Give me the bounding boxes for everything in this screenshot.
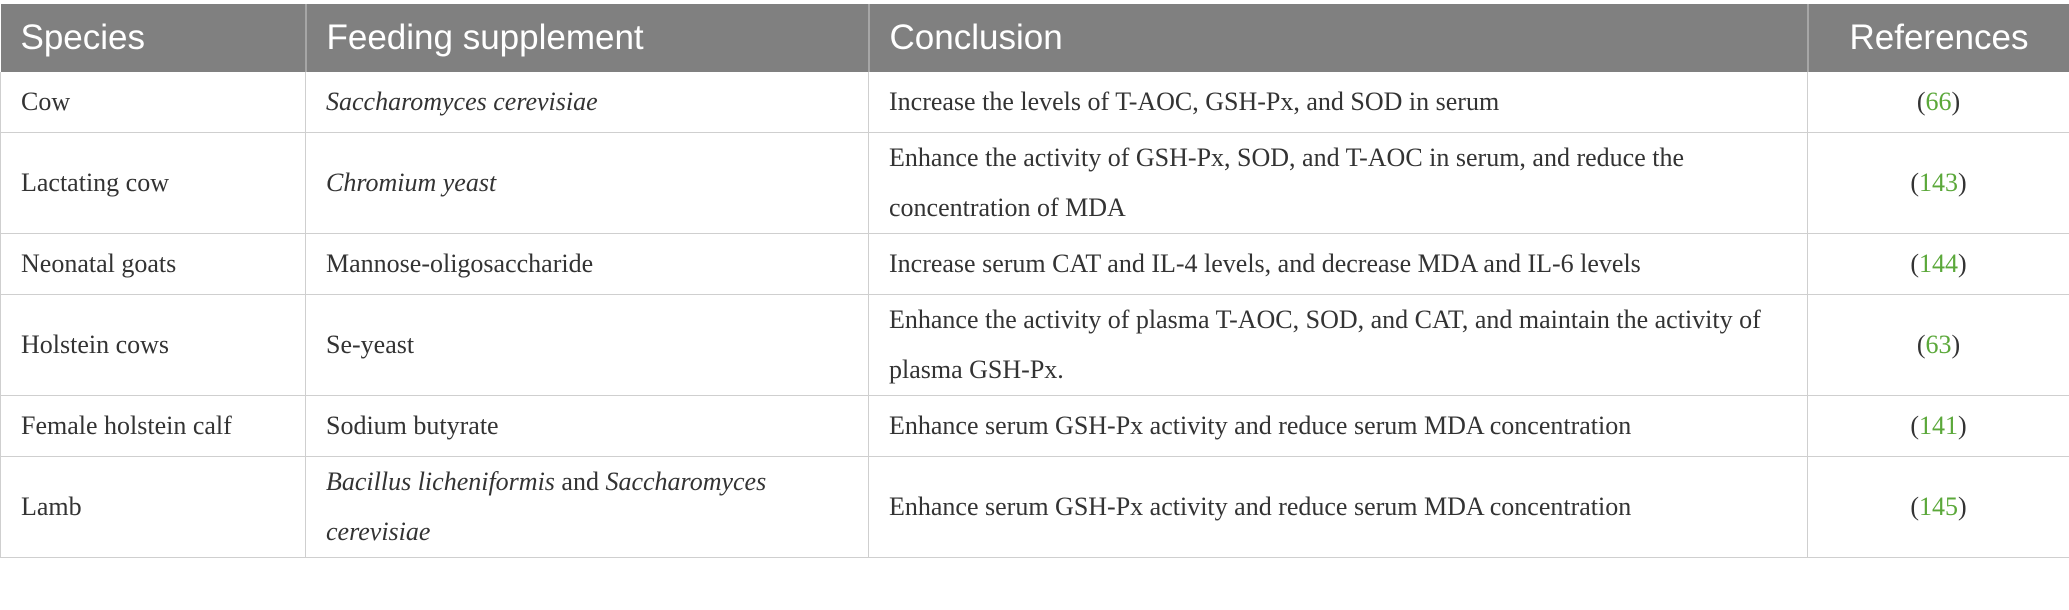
cell-supplement: Sodium butyrate (305, 395, 869, 457)
supplement-text: Mannose-oligosaccharide (326, 249, 594, 278)
supplement-italic-text: Chromium yeast (326, 168, 497, 197)
supplement-connector-text: and (554, 467, 606, 496)
cell-conclusion: Enhance the activity of plasma T-AOC, SO… (868, 294, 1808, 396)
cell-reference: (145) (1807, 456, 2069, 558)
cell-reference: (141) (1807, 395, 2069, 457)
supplement-text: Sodium butyrate (326, 411, 499, 440)
cell-conclusion: Increase the levels of T-AOC, GSH-Px, an… (868, 72, 1808, 133)
ref-close-paren: ) (1958, 168, 1967, 197)
table-row: Lactating cow Chromium yeast Enhance the… (0, 132, 2069, 234)
cell-conclusion: Enhance serum GSH-Px activity and reduce… (868, 456, 1808, 558)
ref-open-paren: ( (1910, 492, 1919, 521)
cell-species: Lactating cow (0, 132, 306, 234)
reference-link[interactable]: 143 (1919, 168, 1958, 197)
ref-open-paren: ( (1916, 330, 1926, 359)
header-row: Species Feeding supplement Conclusion Re… (0, 4, 2069, 72)
cell-conclusion: Enhance the activity of GSH-Px, SOD, and… (868, 132, 1808, 234)
cell-reference: (66) (1807, 72, 2069, 133)
ref-close-paren: ) (1951, 87, 1961, 116)
cell-conclusion: Enhance serum GSH-Px activity and reduce… (868, 395, 1808, 457)
ref-open-paren: ( (1910, 168, 1919, 197)
cell-supplement: Saccharomyces cerevisiae (305, 72, 869, 133)
cell-reference: (144) (1807, 233, 2069, 295)
cell-supplement: Bacillus licheniformis and Saccharomyces… (305, 456, 869, 558)
supplement-text: Se-yeast (326, 330, 415, 359)
table-row: Holstein cows Se-yeast Enhance the activ… (0, 294, 2069, 396)
cell-species: Holstein cows (0, 294, 306, 396)
table-header: Species Feeding supplement Conclusion Re… (0, 4, 2069, 72)
supplement-italic-text: Saccharomyces cerevisiae (326, 87, 598, 116)
cell-conclusion: Increase serum CAT and IL-4 levels, and … (868, 233, 1808, 295)
cell-reference: (63) (1807, 294, 2069, 396)
ref-close-paren: ) (1958, 411, 1967, 440)
ref-close-paren: ) (1951, 330, 1961, 359)
cell-supplement: Mannose-oligosaccharide (305, 233, 869, 295)
reference-link[interactable]: 144 (1919, 249, 1958, 278)
cell-reference: (143) (1807, 132, 2069, 234)
table-body: Cow Saccharomyces cerevisiae Increase th… (0, 72, 2069, 558)
ref-close-paren: ) (1958, 492, 1967, 521)
table-row: Lamb Bacillus licheniformis and Saccharo… (0, 456, 2069, 558)
header-species: Species (0, 4, 307, 72)
reference-link[interactable]: 66 (1925, 87, 1952, 116)
header-conclusion: Conclusion (868, 4, 1809, 72)
supplement-table-container: Species Feeding supplement Conclusion Re… (0, 4, 2069, 558)
cell-species: Lamb (0, 456, 306, 558)
reference-link[interactable]: 145 (1919, 492, 1958, 521)
cell-species: Female holstein calf (0, 395, 306, 457)
ref-close-paren: ) (1958, 249, 1967, 278)
supplement-italic-text: Saccharomyces cerevisiae (326, 467, 767, 546)
cell-supplement: Chromium yeast (305, 132, 869, 234)
ref-open-paren: ( (1910, 249, 1919, 278)
reference-link[interactable]: 63 (1925, 330, 1952, 359)
header-references: References (1807, 4, 2069, 72)
table-row: Female holstein calf Sodium butyrate Enh… (0, 395, 2069, 457)
header-feeding-supplement: Feeding supplement (305, 4, 870, 72)
cell-supplement: Se-yeast (305, 294, 869, 396)
cell-species: Neonatal goats (0, 233, 306, 295)
reference-link[interactable]: 141 (1919, 411, 1958, 440)
cell-species: Cow (0, 72, 306, 133)
ref-open-paren: ( (1910, 411, 1919, 440)
ref-open-paren: ( (1916, 87, 1926, 116)
supplement-table: Species Feeding supplement Conclusion Re… (0, 4, 2069, 558)
table-row: Neonatal goats Mannose-oligosaccharide I… (0, 233, 2069, 295)
supplement-italic-text: Bacillus licheniformis (326, 467, 555, 496)
table-row: Cow Saccharomyces cerevisiae Increase th… (0, 72, 2069, 133)
